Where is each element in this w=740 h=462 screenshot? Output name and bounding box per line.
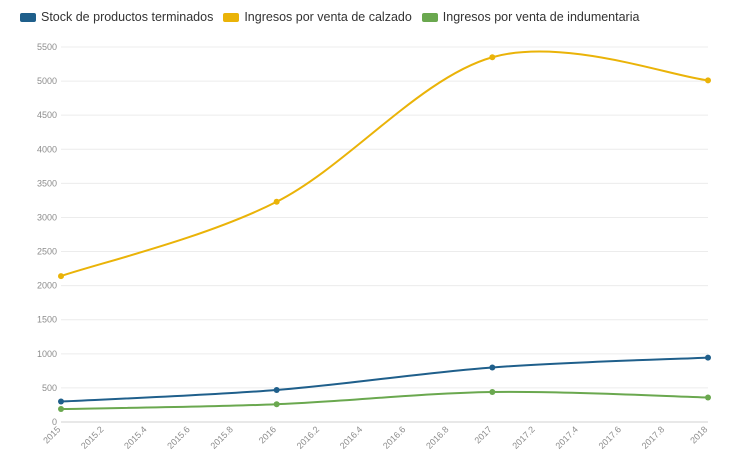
y-tick-label: 4000 [37, 144, 57, 154]
x-tick-label: 2018 [688, 424, 709, 445]
data-point[interactable] [273, 386, 280, 393]
data-point[interactable] [273, 198, 280, 205]
y-tick-label: 4500 [37, 110, 57, 120]
series-lines [58, 50, 711, 413]
y-tick-label: 5000 [37, 76, 57, 86]
series-line-0 [60, 356, 709, 403]
x-tick-label: 2017.8 [640, 424, 667, 451]
chart-legend: Stock de productos terminados Ingresos p… [20, 10, 639, 24]
y-tick-label: 3000 [37, 212, 57, 222]
x-tick-label: 2016 [257, 424, 278, 445]
y-tick-label: 2500 [37, 247, 57, 257]
legend-item-indumentaria[interactable]: Ingresos por venta de indumentaria [421, 10, 640, 24]
x-tick-label: 2017 [473, 424, 494, 445]
x-tick-label: 2017.6 [597, 424, 624, 451]
legend-label-stock: Stock de productos terminados [41, 10, 214, 24]
data-point[interactable] [273, 401, 280, 408]
x-tick-label: 2017.2 [510, 424, 537, 451]
data-point[interactable] [489, 54, 496, 61]
y-tick-label: 500 [42, 383, 57, 393]
legend-swatch-calzado [223, 12, 240, 22]
x-tick-label: 2017.4 [553, 424, 580, 451]
y-tick-label: 0 [52, 417, 57, 427]
data-point[interactable] [58, 273, 64, 280]
data-point[interactable] [489, 364, 496, 371]
data-point[interactable] [58, 398, 64, 405]
x-tick-label: 2015.4 [122, 424, 149, 451]
legend-swatch-indumentaria [421, 12, 438, 22]
x-tick-label: 2015.6 [165, 424, 192, 451]
legend-swatch-stock [20, 12, 36, 22]
legend-label-calzado: Ingresos por venta de calzado [244, 10, 412, 24]
x-tick-label: 2016.4 [338, 424, 365, 451]
legend-item-calzado[interactable]: Ingresos por venta de calzado [223, 10, 412, 24]
series-line-1 [60, 50, 709, 278]
y-tick-label: 1000 [37, 349, 57, 359]
data-point[interactable] [705, 77, 711, 84]
x-tick-label: 2015.2 [79, 424, 106, 451]
x-tick-label: 2015.8 [208, 424, 235, 451]
x-axis-ticks: 2015 2015.2 2015.4 2015.6 2015.8 2016 2016.2 20… [41, 424, 709, 451]
series-line-2 [60, 390, 709, 411]
x-tick-label: 2015 [41, 424, 62, 445]
legend-item-stock[interactable]: Stock de productos terminados [20, 10, 213, 24]
data-point[interactable] [489, 389, 496, 395]
x-tick-label: 2016.6 [381, 424, 408, 451]
data-point[interactable] [58, 406, 64, 413]
x-tick-label: 2016.8 [424, 424, 451, 451]
y-tick-label: 1500 [37, 315, 57, 325]
data-point[interactable] [705, 394, 711, 401]
x-tick-label: 2016.2 [295, 424, 322, 451]
grid-lines [61, 46, 708, 423]
y-tick-label: 2000 [37, 281, 57, 291]
y-tick-label: 5500 [37, 42, 57, 52]
legend-label-indumentaria: Ingresos por venta de indumentaria [442, 10, 640, 24]
y-tick-label: 3500 [37, 178, 57, 188]
y-axis-ticks: 0 500 1000 1500 2000 2500 3000 3500 4000 4500 5000… [37, 42, 57, 427]
data-point[interactable] [705, 354, 711, 361]
